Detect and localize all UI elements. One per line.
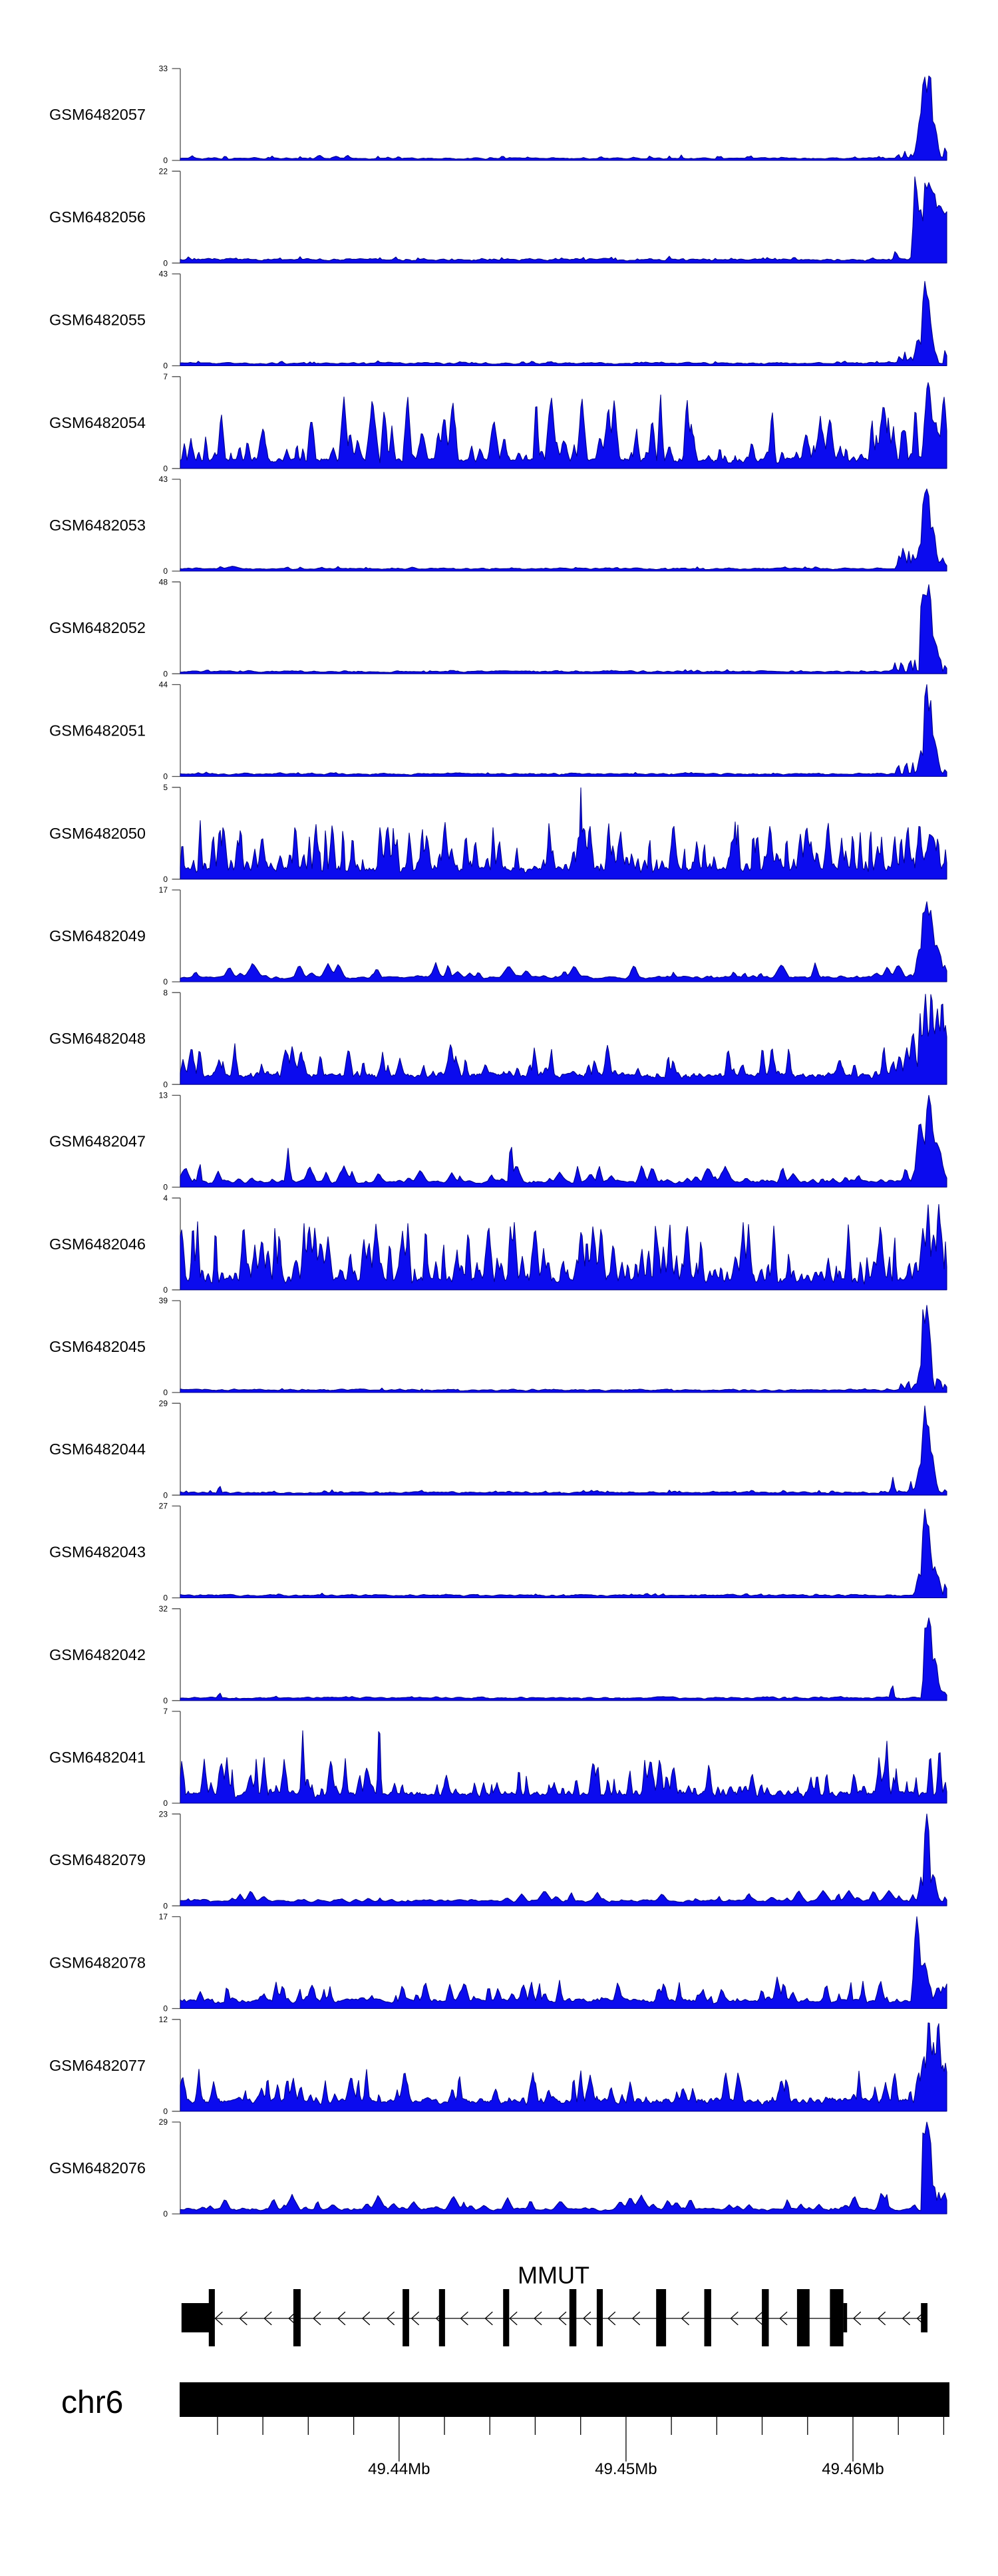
svg-text:0: 0 xyxy=(163,1388,168,1397)
svg-text:GSM6482048: GSM6482048 xyxy=(49,1030,146,1047)
svg-text:33: 33 xyxy=(159,64,168,73)
svg-text:0: 0 xyxy=(163,1594,168,1603)
svg-text:GSM6482052: GSM6482052 xyxy=(49,619,146,636)
svg-text:MMUT: MMUT xyxy=(518,2262,589,2289)
svg-text:GSM6482042: GSM6482042 xyxy=(49,1646,146,1663)
svg-text:39: 39 xyxy=(159,1296,168,1305)
svg-text:0: 0 xyxy=(163,1490,168,1500)
svg-text:GSM6482051: GSM6482051 xyxy=(49,722,146,740)
svg-text:0: 0 xyxy=(163,875,168,884)
svg-text:44: 44 xyxy=(159,680,168,690)
svg-text:49.45Mb: 49.45Mb xyxy=(595,2460,657,2478)
svg-text:0: 0 xyxy=(163,1901,168,1910)
svg-text:48: 48 xyxy=(159,578,168,587)
svg-text:GSM6482041: GSM6482041 xyxy=(49,1749,146,1766)
svg-text:GSM6482047: GSM6482047 xyxy=(49,1133,146,1150)
svg-text:GSM6482049: GSM6482049 xyxy=(49,927,146,945)
svg-text:4: 4 xyxy=(163,1193,168,1203)
svg-text:0: 0 xyxy=(163,1183,168,1192)
svg-text:GSM6482077: GSM6482077 xyxy=(49,2057,146,2074)
svg-text:27: 27 xyxy=(159,1502,168,1511)
svg-text:12: 12 xyxy=(159,2015,168,2024)
svg-text:GSM6482078: GSM6482078 xyxy=(49,1954,146,1972)
svg-text:0: 0 xyxy=(163,1696,168,1705)
svg-text:0: 0 xyxy=(163,1285,168,1295)
svg-text:GSM6482044: GSM6482044 xyxy=(49,1440,146,1458)
svg-text:0: 0 xyxy=(163,670,168,679)
svg-text:13: 13 xyxy=(159,1091,168,1100)
svg-text:0: 0 xyxy=(163,2004,168,2014)
svg-text:7: 7 xyxy=(163,372,168,381)
svg-text:0: 0 xyxy=(163,2209,168,2219)
svg-text:GSM6482057: GSM6482057 xyxy=(49,106,146,123)
svg-text:GSM6482043: GSM6482043 xyxy=(49,1544,146,1561)
svg-text:GSM6482045: GSM6482045 xyxy=(49,1338,146,1355)
svg-text:GSM6482053: GSM6482053 xyxy=(49,517,146,534)
svg-text:0: 0 xyxy=(163,977,168,986)
svg-text:GSM6482056: GSM6482056 xyxy=(49,208,146,226)
svg-text:0: 0 xyxy=(163,1799,168,1808)
svg-text:29: 29 xyxy=(159,2117,168,2127)
svg-text:23: 23 xyxy=(159,1809,168,1819)
svg-text:0: 0 xyxy=(163,772,168,781)
svg-text:43: 43 xyxy=(159,270,168,279)
svg-text:GSM6482054: GSM6482054 xyxy=(49,414,146,431)
svg-text:5: 5 xyxy=(163,783,168,792)
svg-text:0: 0 xyxy=(163,1080,168,1090)
svg-text:29: 29 xyxy=(159,1398,168,1408)
svg-text:17: 17 xyxy=(159,1912,168,1922)
svg-text:GSM6482050: GSM6482050 xyxy=(49,825,146,842)
svg-text:32: 32 xyxy=(159,1604,168,1613)
svg-text:17: 17 xyxy=(159,885,168,895)
svg-text:49.46Mb: 49.46Mb xyxy=(822,2460,884,2478)
svg-text:22: 22 xyxy=(159,166,168,176)
svg-text:0: 0 xyxy=(163,156,168,165)
svg-text:7: 7 xyxy=(163,1707,168,1716)
svg-text:GSM6482055: GSM6482055 xyxy=(49,312,146,329)
svg-text:0: 0 xyxy=(163,464,168,473)
svg-text:43: 43 xyxy=(159,475,168,484)
svg-text:0: 0 xyxy=(163,566,168,576)
svg-text:0: 0 xyxy=(163,258,168,268)
svg-text:chr6: chr6 xyxy=(61,2385,123,2420)
svg-text:0: 0 xyxy=(163,361,168,371)
svg-text:49.44Mb: 49.44Mb xyxy=(368,2460,430,2478)
svg-text:GSM6482076: GSM6482076 xyxy=(49,2159,146,2177)
svg-text:GSM6482079: GSM6482079 xyxy=(49,1851,146,1868)
svg-text:GSM6482046: GSM6482046 xyxy=(49,1235,146,1253)
svg-text:8: 8 xyxy=(163,988,168,998)
svg-text:0: 0 xyxy=(163,2107,168,2116)
